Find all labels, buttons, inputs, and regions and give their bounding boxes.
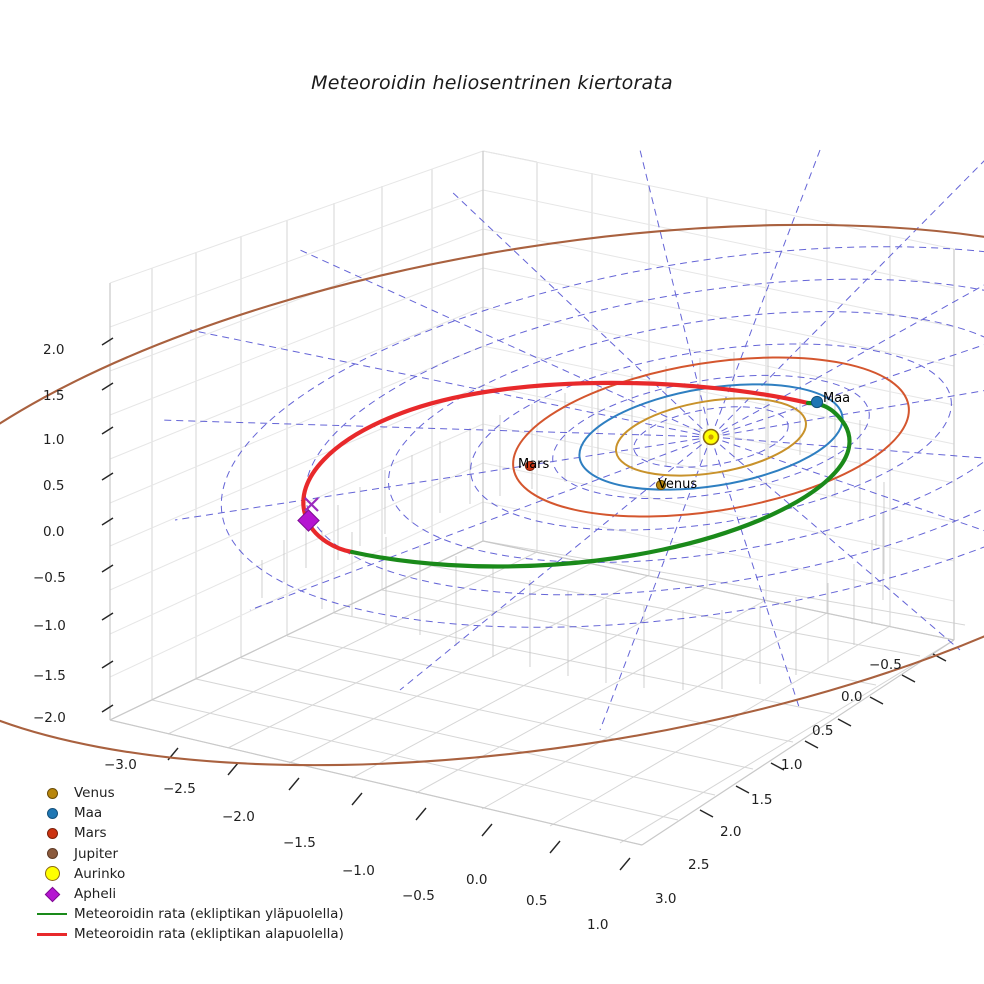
apheli-marker: [297, 497, 320, 532]
tick-label: 1.0: [781, 757, 803, 773]
maa-marker: [810, 395, 824, 409]
red-line-icon: [30, 933, 74, 936]
tick-label: −2.5: [163, 781, 196, 797]
tick-label: −0.5: [33, 570, 66, 586]
legend: Venus Maa Mars Jupiter Aurinko: [30, 783, 346, 945]
legend-label: Aurinko: [74, 865, 126, 882]
venus-marker: [655, 479, 667, 491]
legend-label: Meteoroidin rata (ekliptikan alapuolella…: [74, 926, 344, 943]
tick-label: 3.0: [655, 891, 677, 907]
venus-label: Venus: [658, 477, 698, 492]
tick-label: −0.5: [402, 888, 435, 904]
left-wall-grid: [109, 150, 484, 721]
orbit-jupiter: [0, 223, 984, 767]
tick-label: 1.5: [751, 792, 773, 808]
box-outline: [109, 151, 955, 846]
tick-label: −2.0: [222, 809, 255, 825]
legend-label: Meteoroidin rata (ekliptikan yläpuolella…: [74, 906, 344, 923]
orbit-mars: [512, 356, 910, 518]
legend-item-apheli: Apheli: [30, 884, 346, 904]
tick-label: 1.0: [587, 917, 609, 933]
tick-label: −2.0: [33, 710, 66, 726]
legend-item-aurinko: Aurinko: [30, 864, 346, 884]
aurinko-dot-icon: [30, 866, 74, 882]
mars-marker: [524, 460, 536, 472]
mars-label: Mars: [518, 457, 550, 472]
tick-label: 0.0: [466, 872, 488, 888]
meteoroid-below-ecliptic: [301, 380, 811, 555]
orbit-drop-stems: [261, 342, 885, 690]
tick-label: 0.5: [43, 478, 65, 494]
legend-label: Jupiter: [74, 845, 119, 862]
legend-label: Apheli: [74, 886, 117, 903]
tick-label: −1.5: [283, 835, 316, 851]
tick-label: −3.0: [104, 757, 137, 773]
jupiter-dot-icon: [30, 848, 74, 860]
legend-item-mars: Mars: [30, 823, 346, 843]
mars-dot-icon: [30, 827, 74, 839]
legend-item-meteoroid-below: Meteoroidin rata (ekliptikan alapuolella…: [30, 924, 346, 944]
tick-label: 2.0: [720, 824, 742, 840]
legend-label: Mars: [74, 825, 107, 842]
legend-label: Venus: [74, 785, 115, 802]
maa-label: Maa: [823, 391, 851, 406]
tick-label: −1.5: [33, 668, 66, 684]
tick-label: 2.5: [688, 857, 710, 873]
venus-dot-icon: [30, 787, 74, 799]
maa-dot-icon: [30, 807, 74, 819]
orbit-venus: [615, 397, 807, 477]
tick-label: 0.0: [841, 689, 863, 705]
polar-grid-blue: [159, 149, 984, 731]
meteoroid-above-ecliptic: [349, 400, 852, 569]
tick-label: 1.0: [43, 432, 65, 448]
tick-label: −1.0: [33, 618, 66, 634]
axis-ticks: [101, 337, 947, 871]
aurinko-marker: [702, 428, 720, 446]
tick-label: 0.5: [812, 723, 834, 739]
tick-label: 0.5: [526, 893, 548, 909]
legend-label: Maa: [74, 805, 103, 822]
tick-label: −1.0: [342, 863, 375, 879]
tick-label: 1.5: [43, 388, 65, 404]
legend-item-venus: Venus: [30, 783, 346, 803]
legend-item-maa: Maa: [30, 803, 346, 823]
apheli-diamond-icon: [30, 886, 74, 902]
tick-label: −0.5: [869, 657, 902, 673]
legend-item-jupiter: Jupiter: [30, 844, 346, 864]
axes-3d-grid: [101, 150, 966, 871]
green-line-icon: [30, 913, 74, 916]
page-title: Meteoroidin heliosentrinen kiertorata: [311, 72, 673, 94]
tick-label: 0.0: [43, 524, 65, 540]
legend-item-meteoroid-above: Meteoroidin rata (ekliptikan yläpuolella…: [30, 904, 346, 924]
tick-label: 2.0: [43, 342, 65, 358]
polar-radial-spokes: [159, 149, 984, 731]
apheli-x-icon: [304, 497, 319, 512]
